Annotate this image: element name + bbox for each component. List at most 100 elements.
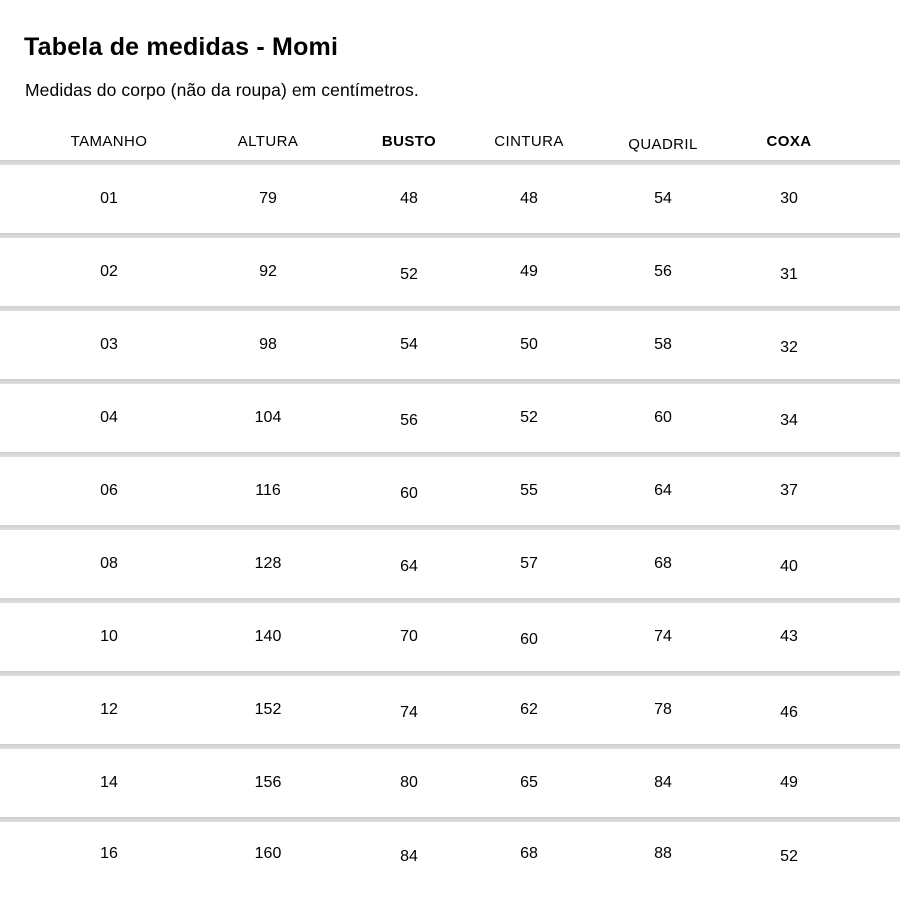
cell-quadril: 68 [654, 555, 672, 572]
cell-quadril: 88 [654, 845, 672, 862]
cell-coxa: 32 [780, 339, 798, 356]
cell-cintura: 68 [520, 845, 538, 862]
page-title: Tabela de medidas - Momi [24, 33, 339, 61]
cell-cintura: 65 [520, 774, 538, 791]
cell-busto: 48 [400, 190, 418, 207]
cell-coxa: 40 [780, 558, 798, 575]
cell-coxa: 46 [780, 704, 798, 721]
table-row: 16 160 84 68 88 52 [0, 822, 900, 886]
cell-coxa: 43 [780, 628, 798, 645]
row-divider [0, 525, 900, 530]
cell-tamanho: 01 [100, 190, 118, 207]
row-divider [0, 817, 900, 822]
cell-quadril: 60 [654, 409, 672, 426]
cell-busto: 74 [400, 704, 418, 721]
cell-tamanho: 03 [100, 336, 118, 353]
cell-altura: 156 [254, 774, 282, 791]
size-chart-table: TAMANHO ALTURA BUSTO CINTURA QUADRIL COXA 01 7… [0, 128, 900, 886]
table-row-block: 08 128 64 57 68 40 [0, 525, 900, 598]
cell-quadril: 74 [654, 628, 672, 645]
row-divider [0, 379, 900, 384]
table-row-block: 06 116 60 55 64 37 [0, 452, 900, 525]
cell-cintura: 52 [520, 409, 538, 426]
cell-altura: 116 [255, 482, 281, 499]
table-row: 10 140 70 60 74 43 [0, 603, 900, 671]
table-row: 12 152 74 62 78 46 [0, 676, 900, 744]
cell-busto: 64 [400, 558, 418, 575]
cell-coxa: 49 [780, 774, 798, 791]
table-row-block: 01 79 48 48 54 30 [0, 160, 900, 233]
cell-cintura: 62 [520, 701, 538, 718]
table-row-block: 04 104 56 52 60 34 [0, 379, 900, 452]
cell-altura: 152 [254, 701, 282, 718]
cell-altura: 104 [254, 409, 282, 426]
cell-quadril: 78 [654, 701, 672, 718]
cell-coxa: 52 [780, 848, 798, 865]
cell-quadril: 64 [654, 482, 672, 499]
cell-tamanho: 12 [100, 701, 118, 718]
column-header-cintura: CINTURA [494, 132, 564, 150]
column-header-quadril: QUADRIL [628, 135, 698, 153]
table-body: 01 79 48 48 54 30 02 92 52 49 56 31 03 98 54 50 58 32 0… [0, 160, 900, 886]
table-row-block: 03 98 54 50 58 32 [0, 306, 900, 379]
row-divider [0, 671, 900, 676]
cell-coxa: 30 [780, 190, 798, 207]
cell-cintura: 50 [520, 336, 538, 353]
table-row: 01 79 48 48 54 30 [0, 165, 900, 233]
cell-altura: 128 [254, 555, 282, 572]
row-divider [0, 160, 900, 165]
cell-cintura: 49 [520, 263, 538, 280]
cell-busto: 60 [400, 485, 418, 502]
cell-tamanho: 14 [100, 774, 118, 791]
cell-tamanho: 02 [100, 263, 118, 280]
cell-altura: 92 [259, 263, 277, 280]
cell-coxa: 31 [780, 266, 798, 283]
cell-quadril: 54 [654, 190, 672, 207]
table-row-block: 12 152 74 62 78 46 [0, 671, 900, 744]
table-row-block: 10 140 70 60 74 43 [0, 598, 900, 671]
table-row: 02 92 52 49 56 31 [0, 238, 900, 306]
cell-quadril: 58 [654, 336, 672, 353]
row-divider [0, 233, 900, 238]
cell-tamanho: 04 [100, 409, 118, 426]
page-subtitle: Medidas do corpo (não da roupa) em centí… [25, 80, 419, 100]
cell-altura: 79 [259, 190, 277, 207]
table-row: 08 128 64 57 68 40 [0, 530, 900, 598]
table-row-block: 14 156 80 65 84 49 [0, 744, 900, 817]
row-divider [0, 452, 900, 457]
cell-quadril: 84 [654, 774, 672, 791]
table-row: 06 116 60 55 64 37 [0, 457, 900, 525]
cell-cintura: 55 [520, 482, 538, 499]
cell-cintura: 60 [520, 631, 538, 648]
cell-altura: 140 [254, 628, 282, 645]
column-header-tamanho: TAMANHO [70, 132, 148, 150]
cell-busto: 80 [400, 774, 418, 791]
cell-coxa: 34 [780, 412, 798, 429]
cell-altura: 98 [259, 336, 277, 353]
table-row: 03 98 54 50 58 32 [0, 311, 900, 379]
cell-busto: 54 [400, 336, 418, 353]
column-header-busto: BUSTO [381, 132, 437, 150]
cell-tamanho: 08 [100, 555, 118, 572]
row-divider [0, 306, 900, 311]
row-divider [0, 744, 900, 749]
cell-busto: 56 [400, 412, 418, 429]
cell-coxa: 37 [780, 482, 798, 499]
cell-altura: 160 [254, 845, 282, 862]
cell-cintura: 48 [520, 190, 538, 207]
cell-cintura: 57 [520, 555, 538, 572]
cell-quadril: 56 [654, 263, 672, 280]
table-row: 14 156 80 65 84 49 [0, 749, 900, 817]
column-header-altura: ALTURA [237, 132, 299, 150]
cell-tamanho: 06 [100, 482, 118, 499]
row-divider [0, 598, 900, 603]
cell-busto: 70 [400, 628, 418, 645]
cell-busto: 84 [400, 848, 418, 865]
cell-tamanho: 16 [100, 845, 118, 862]
table-row: 04 104 56 52 60 34 [0, 384, 900, 452]
cell-busto: 52 [400, 266, 418, 283]
table-header-row: TAMANHO ALTURA BUSTO CINTURA QUADRIL COXA [0, 128, 900, 154]
table-row-block: 16 160 84 68 88 52 [0, 817, 900, 886]
table-row-block: 02 92 52 49 56 31 [0, 233, 900, 306]
